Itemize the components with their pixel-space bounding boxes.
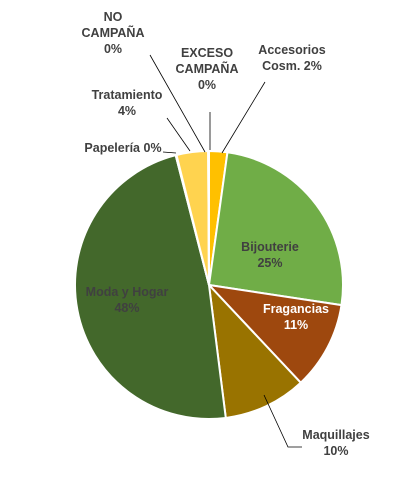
slice-label: Bijouterie 25% (241, 240, 299, 270)
slice-label: Papelería 0% (84, 141, 161, 155)
leader-line (221, 81, 266, 154)
slice-label: Maquillajes 10% (302, 428, 369, 458)
pie-slices (74, 149, 344, 420)
slice-fragancias (206, 283, 343, 385)
leader-lines (149, 54, 302, 448)
leader-line (166, 117, 191, 152)
leader-line (263, 394, 302, 448)
slice-label: Moda y Hogar 48% (86, 285, 169, 315)
slice-label: Fragancias 11% (263, 302, 329, 332)
leader-line (162, 151, 177, 154)
slice-bijouterie (207, 151, 344, 307)
slice-maquillajes (207, 282, 303, 420)
slice-label: Tratamiento 4% (92, 88, 163, 118)
leader-line (149, 54, 206, 153)
slice-moda-y-hogar (74, 153, 227, 420)
slice-label: EXCESO CAMPAÑA 0% (176, 46, 239, 92)
slice-label: NO CAMPAÑA 0% (82, 10, 145, 56)
slice-label: Accesorios Cosm. 2% (258, 43, 325, 73)
slice-labels: Accesorios Cosm. 2% Bijouterie 25% Fragancia… (82, 10, 370, 458)
